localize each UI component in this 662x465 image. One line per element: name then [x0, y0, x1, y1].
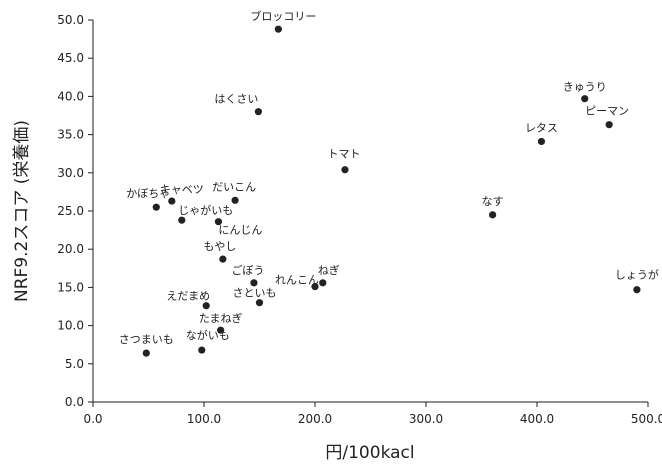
- data-point-4: レタス: [525, 121, 558, 146]
- point-marker: [198, 346, 206, 354]
- point-label: さといも: [233, 287, 277, 300]
- data-point-13: ごぼう: [231, 263, 264, 287]
- point-label: きゅうり: [563, 81, 607, 94]
- point-label: だいこん: [212, 180, 256, 193]
- point-marker: [142, 349, 150, 357]
- data-point-6: キャベツ: [160, 183, 204, 205]
- point-marker: [581, 95, 589, 103]
- point-label: ブロッコリー: [250, 9, 316, 23]
- x-axis-title: 円/100kacl: [325, 443, 414, 463]
- axes: [92, 20, 648, 403]
- point-label: にんじん: [218, 224, 262, 237]
- data-point-19: たまねぎ: [199, 311, 243, 334]
- y-tick-label: 30.0: [57, 166, 84, 180]
- y-tick-label: 45.0: [57, 51, 84, 65]
- data-point-5: トマト: [327, 148, 360, 174]
- data-point-17: さといも: [233, 287, 277, 307]
- point-marker: [489, 211, 497, 219]
- point-label: ねぎ: [318, 263, 340, 277]
- data-point-3: ピーマン: [585, 105, 629, 129]
- point-marker: [341, 166, 349, 174]
- point-label: しょうが: [615, 268, 659, 282]
- data-point-21: さつまいも: [119, 333, 174, 357]
- data-point-10: にんじん: [214, 218, 262, 237]
- data-point-1: はくさい: [214, 93, 262, 116]
- point-label: ごぼう: [231, 263, 264, 277]
- point-marker: [274, 25, 282, 33]
- data-point-2: きゅうり: [563, 81, 607, 103]
- point-marker: [250, 279, 258, 287]
- point-marker: [319, 279, 327, 287]
- y-tick-label: 25.0: [57, 204, 84, 218]
- data-point-16: しょうが: [615, 268, 659, 294]
- x-tick-label: 500.0: [631, 412, 662, 426]
- y-tick-label: 15.0: [57, 280, 84, 294]
- point-marker: [202, 302, 210, 310]
- point-label: れんこん: [275, 274, 319, 287]
- data-point-12: もやし: [203, 240, 236, 263]
- data-point-11: なす: [482, 195, 504, 219]
- point-label: さつまいも: [119, 333, 174, 346]
- point-marker: [152, 203, 160, 211]
- point-label: じゃがいも: [178, 203, 233, 217]
- y-tick-label: 0.0: [65, 395, 84, 409]
- x-tick-label: 200.0: [298, 412, 332, 426]
- data-point-14: れんこん: [275, 274, 319, 291]
- y-tick-label: 35.0: [57, 128, 84, 142]
- x-tick-label: 100.0: [187, 412, 221, 426]
- point-label: キャベツ: [160, 183, 204, 196]
- y-tick-label: 40.0: [57, 89, 84, 103]
- x-ticks: 0.0 100.0 200.0 300.0 400.0 500.0: [83, 402, 662, 426]
- x-tick-label: 400.0: [520, 412, 554, 426]
- point-marker: [231, 196, 239, 204]
- point-marker: [217, 326, 225, 334]
- point-label: ピーマン: [585, 105, 629, 118]
- point-label: かぼちゃ: [126, 187, 170, 200]
- point-label: もやし: [203, 240, 236, 253]
- point-label: なす: [482, 195, 504, 208]
- data-point-20: ながいも: [186, 328, 230, 354]
- y-axis-title: NRF9.2スコア (栄養価): [12, 120, 32, 302]
- x-tick-label: 300.0: [409, 412, 443, 426]
- point-marker: [537, 137, 546, 146]
- y-ticks: 0.0 5.0 10.0 15.0 20.0 25.0 30.0 35.0 40.0 45.0 50…: [57, 13, 93, 409]
- point-marker: [214, 218, 223, 226]
- data-point-8: かぼちゃ: [126, 187, 170, 211]
- x-tick-label: 0.0: [83, 412, 102, 426]
- point-marker: [178, 216, 186, 224]
- data-point-0: ブロッコリー: [250, 9, 316, 33]
- data-point-9: じゃがいも: [178, 203, 233, 224]
- point-label: えだまめ: [166, 290, 210, 303]
- y-tick-label: 20.0: [57, 242, 84, 256]
- point-label: ながいも: [186, 328, 230, 342]
- point-label: たまねぎ: [199, 311, 243, 325]
- y-tick-label: 5.0: [65, 357, 84, 371]
- point-label: トマト: [327, 148, 360, 161]
- point-marker: [311, 283, 319, 291]
- point-marker: [168, 197, 176, 205]
- point-marker: [219, 255, 227, 263]
- point-label: はくさい: [214, 93, 258, 106]
- y-tick-label: 10.0: [57, 319, 84, 333]
- point-marker: [255, 299, 264, 307]
- point-marker: [633, 286, 641, 294]
- point-label: レタス: [525, 121, 558, 134]
- data-point-15: ねぎ: [318, 263, 340, 287]
- data-point-7: だいこん: [212, 180, 256, 204]
- data-point-18: えだまめ: [166, 290, 210, 310]
- point-marker: [605, 121, 613, 129]
- point-marker: [254, 108, 262, 116]
- y-tick-label: 50.0: [57, 13, 84, 27]
